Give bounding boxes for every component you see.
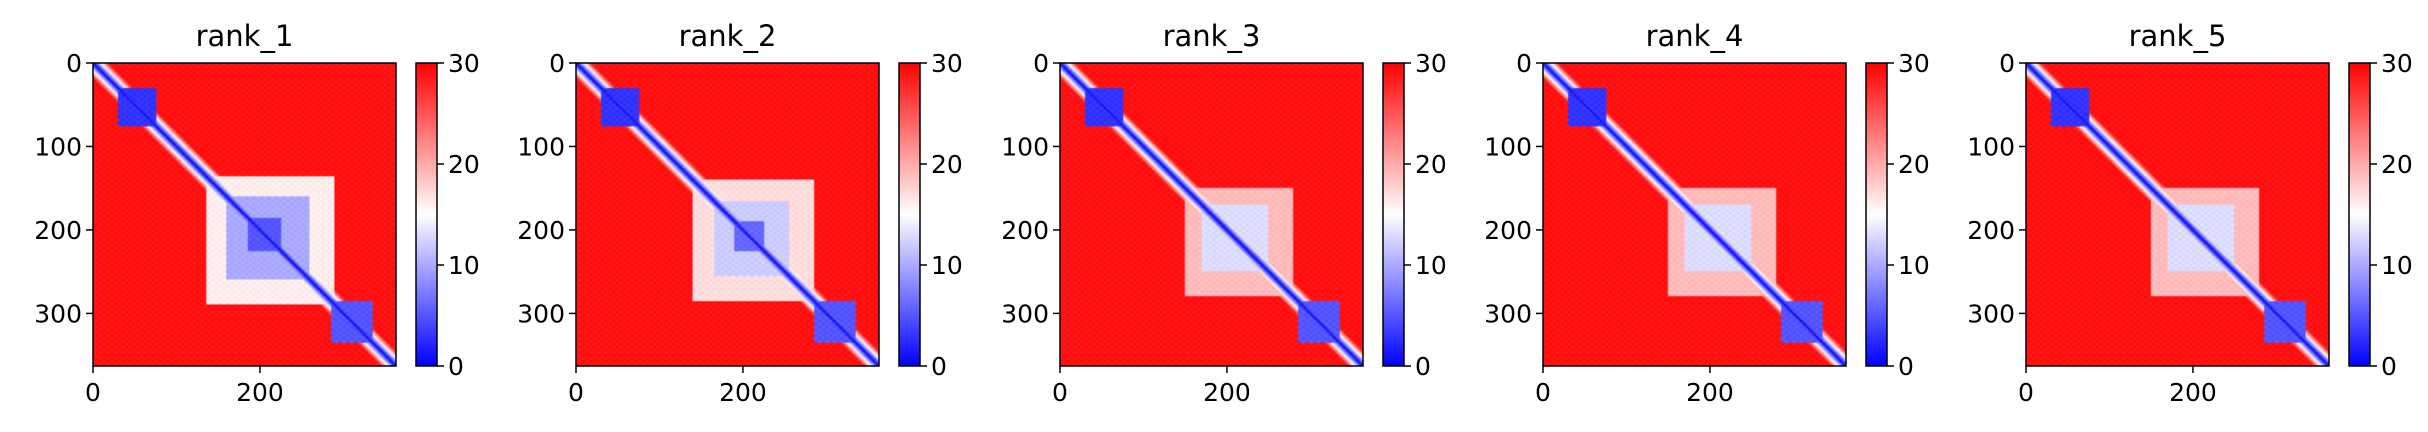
x-tick-label: 0: [1535, 378, 1551, 407]
y-tick-label: 0: [549, 49, 565, 78]
x-tick-label: 200: [2169, 378, 2217, 407]
y-tick-label: 0: [66, 49, 82, 78]
y-tick-label: 0: [1999, 49, 2015, 78]
colorbar-tick-label: 0: [931, 352, 947, 381]
x-tick-label: 0: [568, 378, 584, 407]
panel-title: rank_4: [1646, 19, 1744, 53]
y-tick-label: 100: [34, 132, 82, 161]
colorbar-tick-label: 30: [448, 49, 480, 78]
y-tick-label: 100: [1967, 132, 2015, 161]
x-tick-label: 0: [1052, 378, 1068, 407]
panel-title: rank_5: [2129, 19, 2227, 53]
axes-frame: [1542, 62, 1847, 367]
y-tick-label: 300: [1484, 299, 1532, 328]
axes-frame: [92, 62, 397, 367]
colorbar: [898, 62, 921, 367]
axes-frame: [575, 62, 880, 367]
y-tick-label: 100: [1484, 132, 1532, 161]
x-tick-label: 200: [719, 378, 767, 407]
panel-title: rank_1: [196, 19, 294, 53]
y-tick-label: 300: [517, 299, 565, 328]
colorbar-tick-label: 0: [2381, 352, 2397, 381]
y-tick-label: 300: [34, 299, 82, 328]
colorbar-tick-label: 30: [2381, 49, 2413, 78]
y-tick-label: 200: [1484, 216, 1532, 245]
colorbar-tick-label: 20: [448, 150, 480, 179]
colorbar: [2348, 62, 2371, 367]
heatmap-panel-4: rank_4 0 100 200 300 0 200 0 10 20 30: [1484, 19, 1930, 407]
colorbar: [1865, 62, 1888, 367]
heatmap-image: [576, 63, 879, 366]
colorbar-tick-label: 20: [1415, 150, 1447, 179]
colorbar-tick-label: 30: [1898, 49, 1930, 78]
colorbar-tick-label: 0: [1898, 352, 1914, 381]
axes-frame: [1059, 62, 1364, 367]
x-tick-label: 200: [236, 378, 284, 407]
y-tick-label: 200: [517, 216, 565, 245]
heatmap-image: [2026, 63, 2329, 366]
y-tick-label: 200: [1001, 216, 1049, 245]
y-tick-label: 100: [1001, 132, 1049, 161]
y-tick-label: 100: [517, 132, 565, 161]
heatmap-image: [1060, 63, 1363, 366]
heatmap-panel-1: rank_1 0 100 200 300 0 200 0 10 20 30: [34, 19, 480, 407]
axes-frame: [2025, 62, 2330, 367]
panel-title: rank_2: [679, 19, 777, 53]
y-tick-label: 200: [34, 216, 82, 245]
y-tick-label: 0: [1033, 49, 1049, 78]
y-tick-label: 200: [1967, 216, 2015, 245]
heatmap-image: [1543, 63, 1846, 366]
heatmap-image: [93, 63, 396, 366]
y-tick-label: 0: [1516, 49, 1532, 78]
colorbar: [1382, 62, 1405, 367]
y-tick-label: 300: [1001, 299, 1049, 328]
y-tick-label: 300: [1967, 299, 2015, 328]
colorbar-tick-label: 20: [931, 150, 963, 179]
panel-title: rank_3: [1163, 19, 1261, 53]
x-tick-label: 0: [85, 378, 101, 407]
colorbar-tick-label: 30: [931, 49, 963, 78]
colorbar-tick-label: 10: [1415, 251, 1447, 280]
heatmap-panel-3: rank_3 0 100 200 300 0 200 0 10 20 30: [1001, 19, 1447, 407]
colorbar-tick-label: 30: [1415, 49, 1447, 78]
colorbar-tick-label: 10: [448, 251, 480, 280]
colorbar-tick-label: 20: [1898, 150, 1930, 179]
colorbar: [415, 62, 438, 367]
colorbar-tick-label: 10: [1898, 251, 1930, 280]
colorbar-tick-label: 10: [2381, 251, 2413, 280]
x-tick-label: 200: [1203, 378, 1251, 407]
x-tick-label: 0: [2018, 378, 2034, 407]
colorbar-tick-label: 20: [2381, 150, 2413, 179]
heatmap-panel-5: rank_5 0 100 200 300 0 200 0 10 20 30: [1967, 19, 2413, 407]
colorbar-tick-label: 10: [931, 251, 963, 280]
heatmap-panel-2: rank_2 0 100 200 300 0 200 0 10 20 30: [517, 19, 963, 407]
colorbar-tick-label: 0: [448, 352, 464, 381]
colorbar-tick-label: 0: [1415, 352, 1431, 381]
x-tick-label: 200: [1686, 378, 1734, 407]
